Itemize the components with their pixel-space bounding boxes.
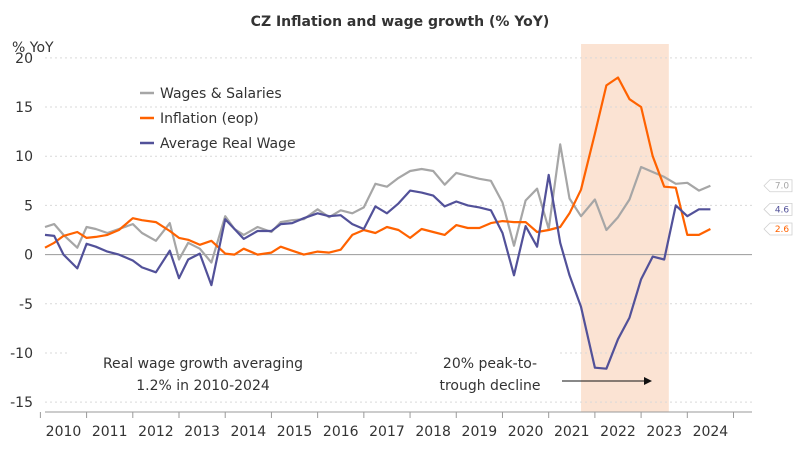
x-tick-label: 2021	[554, 424, 590, 440]
y-tick-label: -5	[19, 297, 33, 313]
legend-label-wages: Wages & Salaries	[160, 86, 282, 102]
x-tick-label: 2010	[46, 424, 82, 440]
x-tick-label: 2012	[138, 424, 174, 440]
x-tick-label: 2011	[92, 424, 128, 440]
series-line-0	[44, 143, 711, 264]
series-line-2	[44, 173, 711, 370]
x-tick-label: 2014	[230, 424, 266, 440]
chart-title: CZ Inflation and wage growth (% YoY)	[251, 14, 550, 30]
x-tick-label: 2019	[462, 424, 498, 440]
y-axis-ticks: -15 -10 -5 0 5 10 15 20	[10, 51, 33, 411]
end-label-0: 7.0	[763, 179, 793, 193]
annotation-left-box	[70, 344, 330, 394]
end-label-1: 2.6	[763, 222, 793, 236]
y-tick-label: -15	[10, 395, 33, 411]
x-axis-ticks: 2010 2011 2012 2013 2014 2015 2016 2017 2018 2019…	[39, 412, 735, 440]
end-label-text: 7.0	[775, 182, 790, 192]
x-tick-label: 2016	[323, 424, 359, 440]
x-tick-label: 2020	[508, 424, 544, 440]
y-tick-label: 20	[15, 51, 33, 67]
y-tick-label: 10	[15, 149, 33, 165]
series-layer	[44, 76, 711, 370]
annotation-left-line1: Real wage growth averaging	[103, 356, 303, 372]
shaded-period-2021-2023	[581, 44, 669, 412]
series-line-1	[44, 76, 711, 256]
legend: Wages & Salaries Inflation (eop) Average…	[140, 86, 296, 152]
end-labels: 7.0 2.6 4.6	[763, 179, 793, 236]
end-label-tag	[763, 179, 793, 193]
end-label-2: 4.6	[763, 202, 793, 216]
x-tick-label: 2013	[184, 424, 220, 440]
x-tick-label: 2022	[600, 424, 636, 440]
end-label-text: 2.6	[775, 225, 790, 235]
y-axis-label: % YoY	[12, 40, 54, 56]
annotation-arrow-head	[644, 377, 652, 385]
x-tick-label: 2018	[415, 424, 451, 440]
end-label-tag	[763, 222, 793, 236]
annotation-left-line2: 1.2% in 2010-2024	[136, 378, 270, 394]
x-tick-label: 2017	[369, 424, 405, 440]
y-tick-label: -10	[10, 346, 33, 362]
annotation-right-box	[420, 344, 560, 394]
x-tick-label: 2023	[646, 424, 682, 440]
x-tick-label: 2024	[693, 424, 729, 440]
annotation-right-line1: 20% peak-to-	[443, 356, 537, 372]
legend-label-real-wage: Average Real Wage	[160, 136, 296, 152]
x-tick-label: 2015	[277, 424, 313, 440]
y-tick-label: 5	[24, 198, 33, 214]
y-tick-label: 0	[24, 248, 33, 264]
legend-label-inflation: Inflation (eop)	[160, 111, 259, 127]
end-label-text: 4.6	[775, 205, 790, 215]
end-label-tag	[763, 202, 793, 216]
annotation-right-line2: trough decline	[439, 378, 540, 394]
y-tick-label: 15	[15, 100, 33, 116]
